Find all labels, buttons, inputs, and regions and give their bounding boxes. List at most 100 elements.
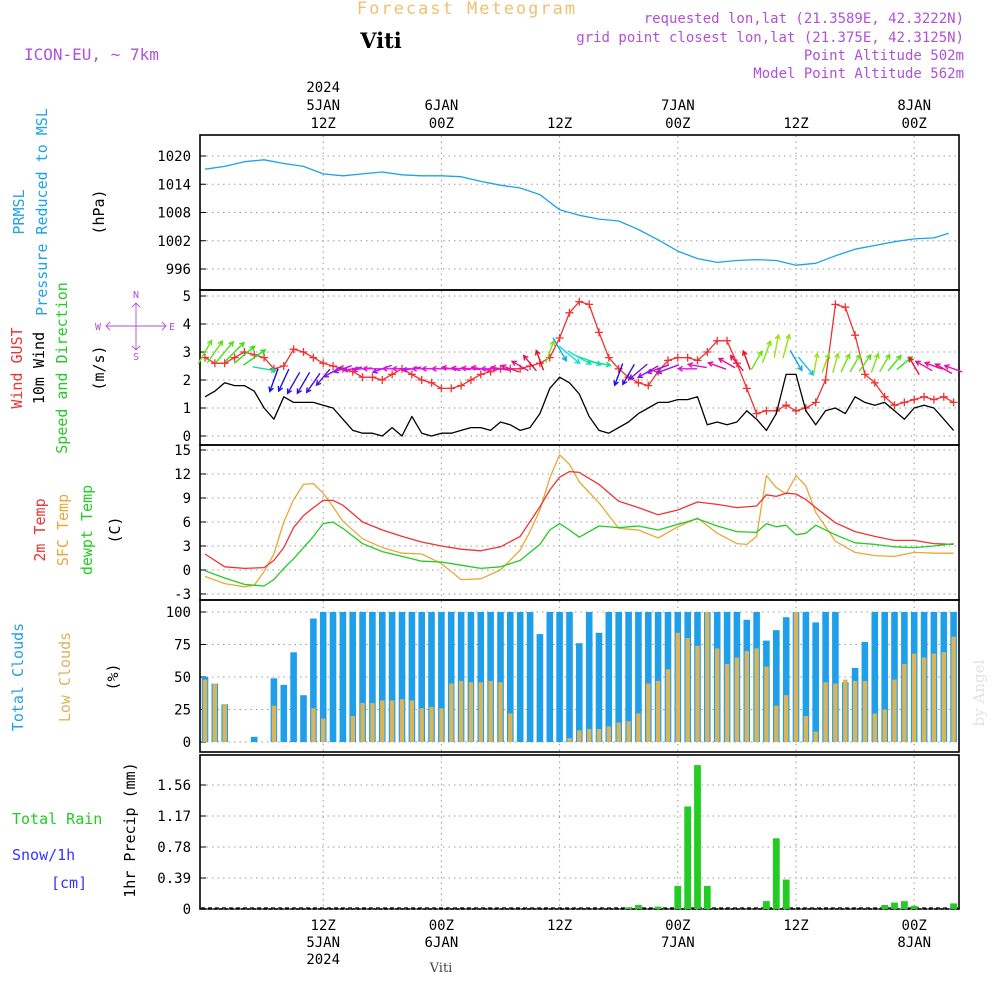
bottom-axis-label-5-0: 00Z xyxy=(902,918,927,934)
total-cloud-bar-21 xyxy=(408,612,416,742)
pressure-labels: PRMSL Pressure Reduced to MSL (hPa) xyxy=(10,108,108,316)
ytick-label-1-2: 2 xyxy=(183,373,191,389)
wind-arrow-55 xyxy=(773,333,781,358)
total-cloud-bar-59 xyxy=(782,617,790,742)
gust-marker-16 xyxy=(358,373,367,382)
gust-marker-73 xyxy=(920,392,929,401)
top-axis-label-0-0: 2024 xyxy=(306,80,340,96)
bottom-axis-label-1-1: 6JAN xyxy=(425,935,459,951)
compass-east: E xyxy=(169,322,175,333)
total-cloud-bar-41 xyxy=(605,612,613,742)
bottom-axis-label-4-0: 12Z xyxy=(783,918,808,934)
gust-marker-52 xyxy=(713,336,722,345)
grid-point-coords: grid point closest lon,lat (21.375E, 42.… xyxy=(576,30,964,46)
top-axis-label-1-1: 00Z xyxy=(429,116,454,132)
gust-marker-2 xyxy=(220,359,229,368)
low-cloud-bar-15 xyxy=(350,716,355,742)
bottom-axis-label-0-0: 12Z xyxy=(311,918,336,934)
total-cloud-bar-63 xyxy=(822,612,829,742)
wind-arrow-36 xyxy=(552,337,567,362)
ytick-label-1-0: 0 xyxy=(183,429,191,445)
rain-bar-9 xyxy=(772,838,780,909)
rain-bar-13 xyxy=(901,901,908,909)
low-cloud-bar-7 xyxy=(271,705,277,742)
wind-arrow-49 xyxy=(707,361,727,370)
wind-arrow-1 xyxy=(206,339,224,364)
rain-bar-12 xyxy=(891,902,898,909)
low-cloud-bar-2 xyxy=(222,704,227,742)
bottom-axis-label-3-0: 00Z xyxy=(665,918,690,934)
wind-arrow-6 xyxy=(252,366,277,374)
gust-marker-37 xyxy=(565,308,574,317)
wind-arrow-40 xyxy=(587,360,612,368)
low-cloud-bar-41 xyxy=(606,726,611,742)
wind-arrow-57 xyxy=(789,350,803,372)
low-cloud-bar-68 xyxy=(872,713,877,742)
rain-bar-14 xyxy=(910,905,918,909)
low-cloud-bar-20 xyxy=(399,699,405,742)
low-cloud-bar-55 xyxy=(744,651,749,742)
wind-arrow-45 xyxy=(645,364,670,375)
total-cloud-bar-32 xyxy=(516,612,524,742)
wind-arrow-54 xyxy=(761,339,772,364)
top-axis-label-1-0: 6JAN xyxy=(425,98,459,114)
low-cloud-bar-31 xyxy=(508,713,513,742)
ytick-label-0-2: 1008 xyxy=(157,206,191,222)
gust-marker-10 xyxy=(299,348,308,356)
wind-arrow-32 xyxy=(510,360,529,372)
ytick-label-0-0: 996 xyxy=(166,262,191,278)
rain-bar-1 xyxy=(635,905,642,909)
gust-marker-55 xyxy=(742,384,751,393)
low-cloud-bar-25 xyxy=(449,683,454,742)
gust-marker-11 xyxy=(309,353,318,362)
wind-arrow-63 xyxy=(849,353,861,373)
total-cloud-bar-38 xyxy=(576,643,583,742)
compass-west: W xyxy=(95,322,102,333)
compass-north: N xyxy=(133,290,139,301)
total-cloud-bar-37 xyxy=(566,612,573,742)
gust-marker-62 xyxy=(811,398,820,407)
precip-panel-frame xyxy=(199,754,960,910)
point-altitude: Point Altitude 502m xyxy=(804,48,964,64)
low-cloud-bar-29 xyxy=(488,680,493,742)
sfc-temp-line xyxy=(204,454,954,588)
pressure-line xyxy=(204,159,949,266)
total-cloud-bar-13 xyxy=(329,612,337,742)
wind-arrow-35 xyxy=(545,339,556,364)
gust-marker-57 xyxy=(762,406,771,415)
total-cloud-bar-26 xyxy=(457,612,465,742)
wind-arrow-33 xyxy=(522,354,537,372)
low-cloud-bar-28 xyxy=(478,682,483,742)
gust-marker-53 xyxy=(723,336,732,345)
model-label: ICON-EU, ~ 7km xyxy=(24,45,159,64)
gust-marker-24 xyxy=(437,384,446,393)
pressure-label-msl: Pressure Reduced to MSL xyxy=(33,108,51,316)
y-tick-labels: 9961002100810141020012345-30369121502550… xyxy=(157,149,191,918)
gust-marker-19 xyxy=(388,370,397,379)
total-cloud-bar-17 xyxy=(369,612,376,742)
low-cloud-bar-45 xyxy=(646,683,651,742)
total-cloud-bar-27 xyxy=(467,612,475,742)
total-cloud-bar-61 xyxy=(802,612,810,742)
low-cloud-bar-44 xyxy=(636,713,641,742)
low-cloud-bar-24 xyxy=(439,708,444,742)
wind-arrow-5 xyxy=(242,349,267,366)
gust-marker-72 xyxy=(910,395,919,404)
temp-2m-label: 2m Temp xyxy=(31,498,49,561)
wind-arrow-26 xyxy=(450,365,471,372)
wind-arrow-60 xyxy=(821,352,831,373)
low-cloud-bar-74 xyxy=(931,653,937,742)
gust-marker-56 xyxy=(752,409,761,418)
wind-arrow-7 xyxy=(268,368,279,393)
total-cloud-bar-23 xyxy=(428,612,435,742)
ytick-label-4-2: 0.78 xyxy=(157,840,191,856)
gust-marker-66 xyxy=(851,331,860,340)
model-altitude: Model Point Altitude 562m xyxy=(753,66,964,82)
low-cloud-bar-56 xyxy=(754,648,759,742)
ytick-label-3-3: 75 xyxy=(174,638,191,654)
total-cloud-bar-16 xyxy=(359,612,366,742)
wind-speed-dir-label: Speed and Direction xyxy=(53,282,71,454)
wind-arrow-62 xyxy=(840,352,851,373)
low-cloud-bar-17 xyxy=(370,703,375,742)
footer-location: Viti xyxy=(429,961,453,976)
